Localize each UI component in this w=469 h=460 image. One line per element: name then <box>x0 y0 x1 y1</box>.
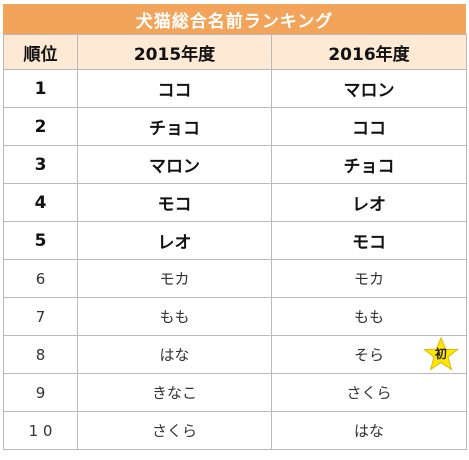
header-2016: 2016年度 <box>271 34 467 70</box>
name-2015-cell: はな <box>77 335 272 374</box>
name-2016-text: そら <box>353 346 384 364</box>
table-title: 犬猫総合名前ランキング <box>3 4 466 34</box>
rank-cell: 9 <box>3 373 78 412</box>
name-2016-cell: もも <box>271 297 467 336</box>
table-row: 5 レオ モコ <box>3 221 467 260</box>
rank-cell: 1 <box>3 69 78 108</box>
name-2015-cell: チョコ <box>77 107 272 146</box>
name-2016-cell: はな <box>271 411 467 450</box>
table-row: 1 ココ マロン <box>3 69 467 108</box>
badge-label: 初 <box>434 347 447 361</box>
rank-cell: 8 <box>3 335 78 374</box>
rank-cell: 4 <box>3 183 78 222</box>
table-row: 2 チョコ ココ <box>3 107 467 146</box>
name-2016-cell: モコ <box>271 221 467 260</box>
table-row: 6 モカ モカ <box>3 259 467 298</box>
table-row: 9 きなこ さくら <box>3 373 467 412</box>
name-2015-cell: さくら <box>77 411 272 450</box>
name-2015-cell: モコ <box>77 183 272 222</box>
rank-cell: 2 <box>3 107 78 146</box>
table-row: 7 もも もも <box>3 297 467 336</box>
first-entry-badge: 初 <box>423 337 459 371</box>
name-2015-cell: もも <box>77 297 272 336</box>
name-2016-cell: そら 初 <box>271 335 467 374</box>
header-rank: 順位 <box>3 34 78 70</box>
table-row: 8 はな そら 初 <box>3 335 467 374</box>
table-row: 1 0 さくら はな <box>3 411 467 450</box>
rank-cell: 5 <box>3 221 78 260</box>
name-2015-cell: モカ <box>77 259 272 298</box>
star-icon <box>423 337 459 371</box>
name-2016-cell: ココ <box>271 107 467 146</box>
rank-cell: 6 <box>3 259 78 298</box>
name-2015-cell: きなこ <box>77 373 272 412</box>
name-2015-cell: レオ <box>77 221 272 260</box>
name-2016-cell: チョコ <box>271 145 467 184</box>
name-2016-cell: レオ <box>271 183 467 222</box>
header-row: 順位 2015年度 2016年度 <box>3 34 467 70</box>
ranking-table: 順位 2015年度 2016年度 1 ココ マロン 2 チョコ ココ 3 マロン… <box>3 34 467 450</box>
name-2016-cell: マロン <box>271 69 467 108</box>
rank-cell: 3 <box>3 145 78 184</box>
header-2015: 2015年度 <box>77 34 272 70</box>
name-2015-cell: マロン <box>77 145 272 184</box>
name-2015-cell: ココ <box>77 69 272 108</box>
rank-cell: 7 <box>3 297 78 336</box>
ranking-table-container: 犬猫総合名前ランキング 順位 2015年度 2016年度 1 ココ マロン 2 … <box>3 4 467 450</box>
name-2016-cell: モカ <box>271 259 467 298</box>
name-2016-cell: さくら <box>271 373 467 412</box>
table-row: 3 マロン チョコ <box>3 145 467 184</box>
rank-cell: 1 0 <box>3 411 78 450</box>
table-row: 4 モコ レオ <box>3 183 467 222</box>
